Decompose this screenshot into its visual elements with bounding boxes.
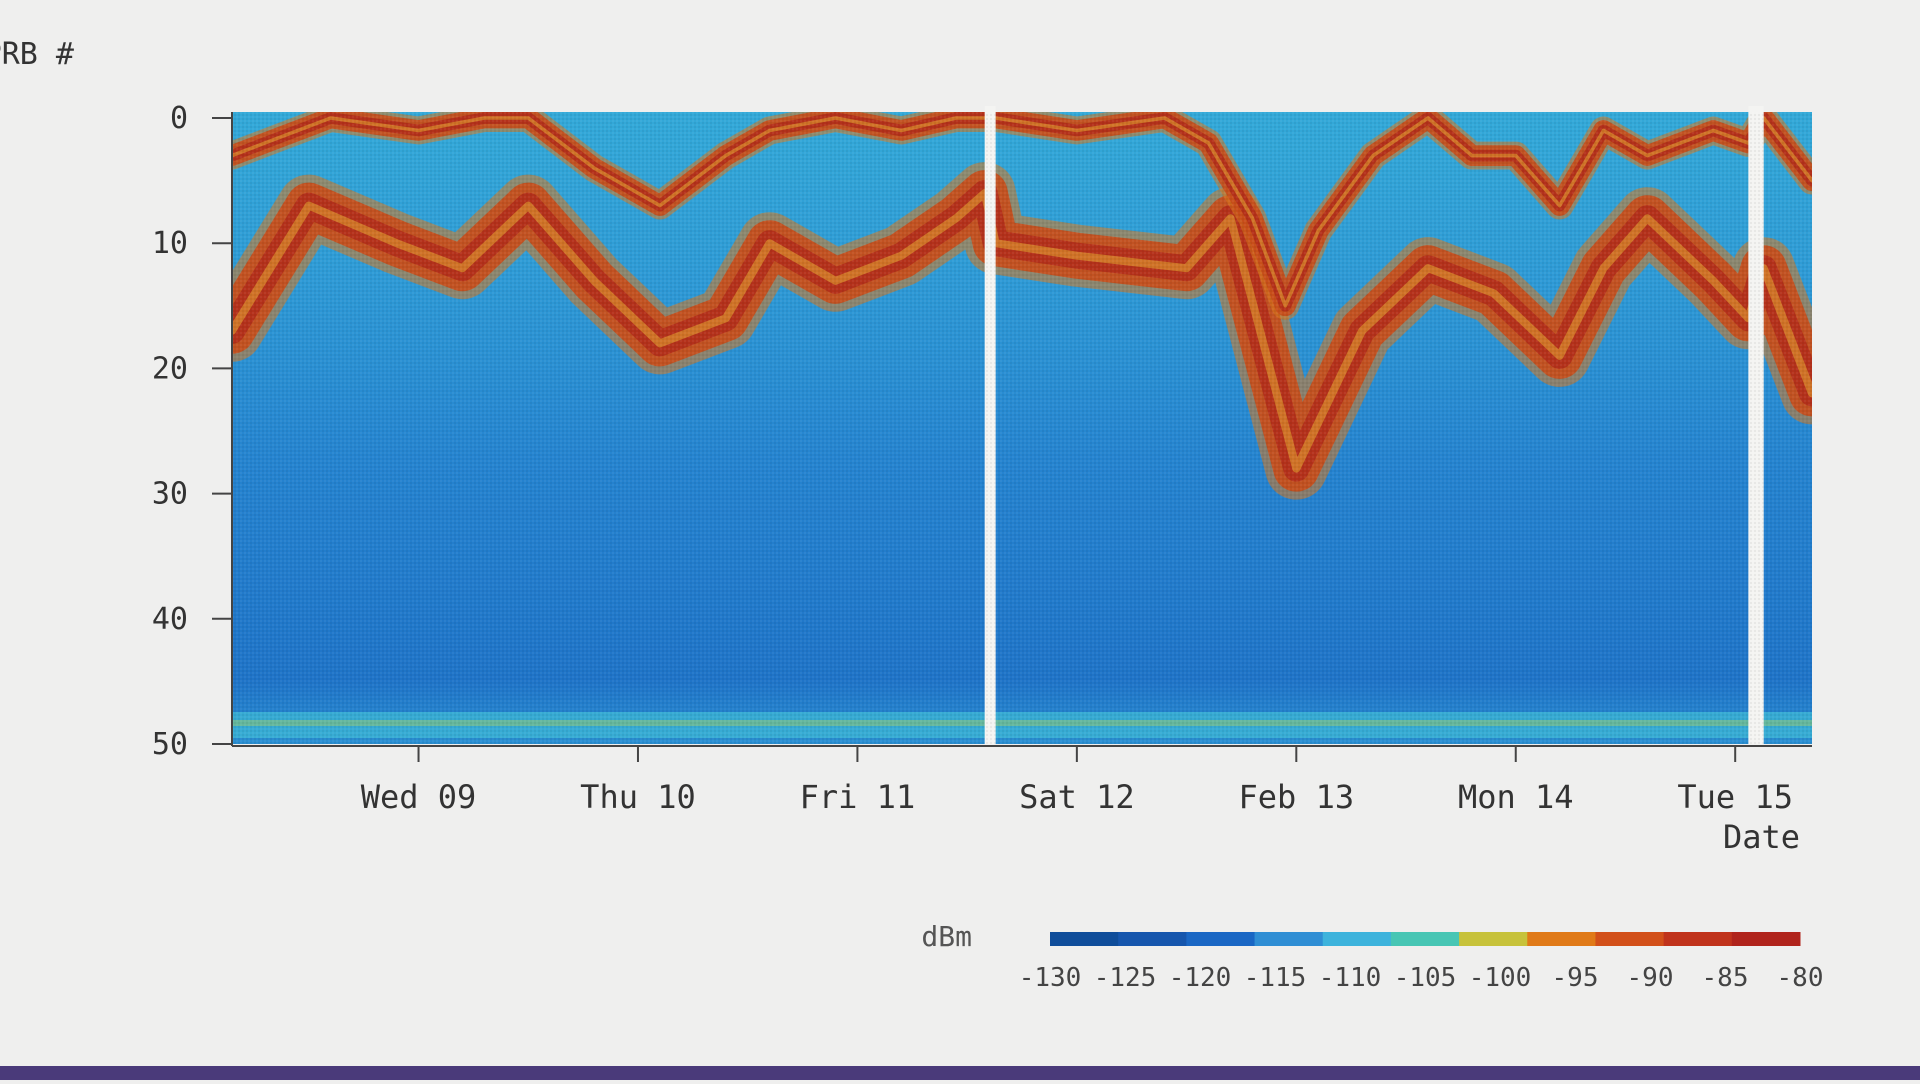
colorbar-label: dBm: [921, 920, 972, 953]
colorbar-tick-label: -110: [1319, 963, 1382, 993]
x-tick-label: Feb 13: [1239, 778, 1355, 816]
colorbar-legend: dBm -130 -125 -120 -115 -110 -105 -100 -95 -90 -8…: [921, 920, 1823, 993]
colorbar-swatch: [1595, 932, 1665, 946]
colorbar-tick-label: -95: [1552, 963, 1599, 993]
colorbar-swatch: [1459, 932, 1528, 946]
colorbar-tick-label: -85: [1702, 963, 1749, 993]
colorbar-tick-label: -100: [1469, 963, 1532, 993]
colorbar-swatch: [1186, 932, 1256, 946]
x-tick-label: Mon 14: [1458, 778, 1574, 816]
colorbar-swatch: [1731, 932, 1801, 946]
x-tick-label: Sat 12: [1019, 778, 1135, 816]
colorbar-swatch: [1118, 932, 1187, 946]
colorbar-tick-label: -90: [1627, 963, 1674, 993]
y-tick-label: 30: [152, 477, 188, 512]
y-axis-label: PRB #: [0, 37, 74, 72]
y-tick-label: 10: [152, 226, 188, 261]
y-tick-label: 20: [152, 351, 188, 386]
screen-bottom-edge: [0, 1066, 1920, 1080]
colorbar-swatch: [1663, 932, 1733, 946]
x-axis-label: Date: [1723, 818, 1800, 856]
data-gap: [1748, 106, 1764, 746]
x-tick-label: Tue 15: [1677, 778, 1793, 816]
y-tick-label: 50: [152, 727, 188, 762]
y-tick-label: 0: [170, 101, 188, 136]
x-tick-label: Fri 11: [800, 778, 916, 816]
colorbar-swatch: [1390, 932, 1460, 946]
colorbar-tick-label: -130: [1019, 963, 1082, 993]
colorbar-swatch: [1322, 932, 1392, 946]
y-axis-ticks: 0 10 20 30 40 50: [152, 101, 232, 762]
x-axis-ticks: Wed 09 Thu 10 Fri 11 Sat 12 Feb 13 Mon 14 Tue …: [361, 746, 1793, 816]
x-tick-label: Thu 10: [580, 778, 696, 816]
colorbar-swatch: [1527, 932, 1596, 946]
colorbar-tick-label: -125: [1094, 963, 1157, 993]
colorbar-tick-label: -120: [1169, 963, 1232, 993]
colorbar-tick-label: -115: [1244, 963, 1307, 993]
data-gap: [984, 106, 996, 746]
colorbar-swatch: [1050, 932, 1119, 946]
y-tick-label: 40: [152, 602, 188, 637]
colorbar-tick-label: -105: [1394, 963, 1457, 993]
colorbar-swatch: [1254, 932, 1324, 946]
colorbar-tick-label: -80: [1777, 963, 1824, 993]
x-tick-label: Wed 09: [361, 778, 477, 816]
